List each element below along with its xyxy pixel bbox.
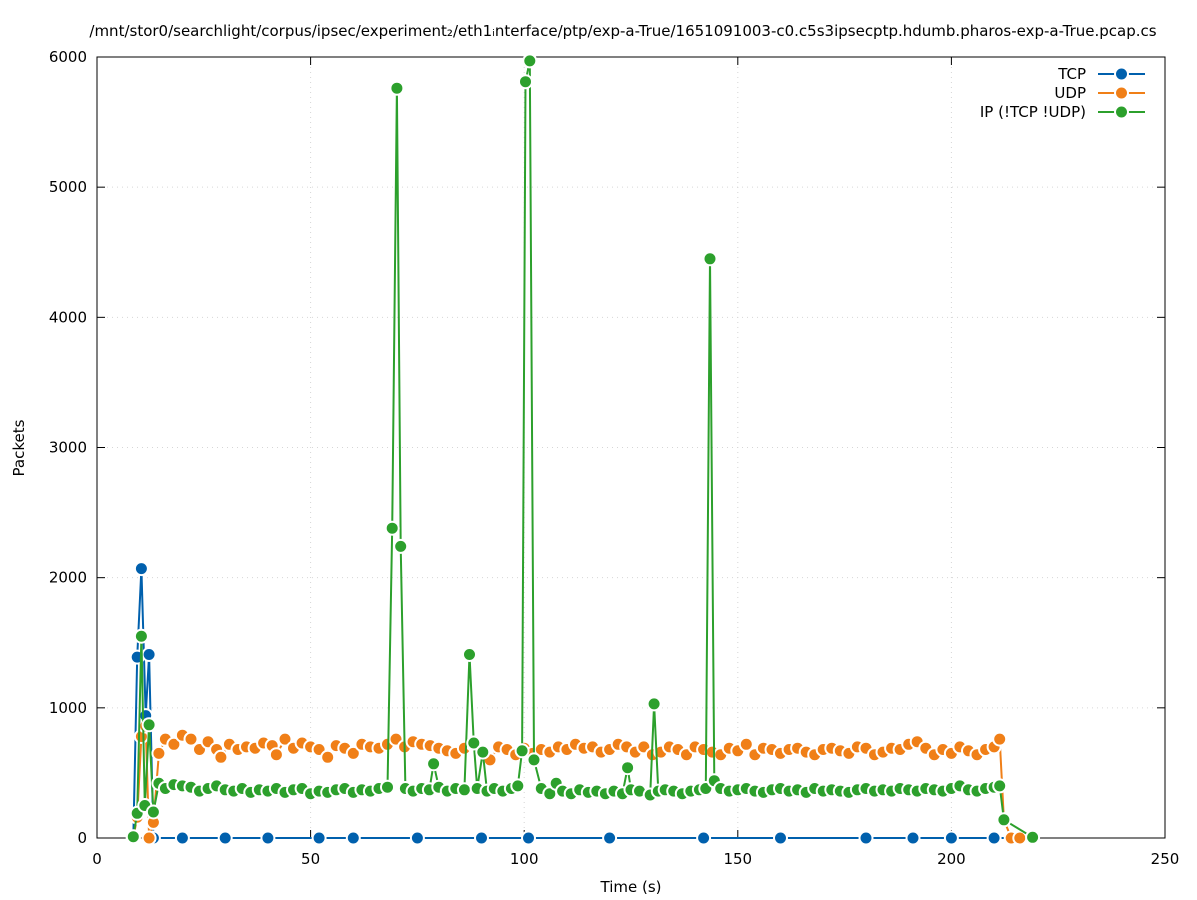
y-tick-label: 3000 (49, 439, 87, 457)
series-2-point (183, 731, 199, 747)
series-3-point (522, 53, 538, 69)
axes: 0 50 100 150 200 250 0 1000 2000 3000 4000 5000 6000 (49, 48, 1180, 868)
series-3-point (518, 74, 533, 90)
series-3-line (132, 59, 1034, 839)
legend-label: TCP (1057, 65, 1086, 83)
series-2-point (213, 749, 229, 765)
series-1-group (125, 561, 1028, 846)
legend-entry: UDP (1054, 84, 1145, 102)
series-1-point (217, 830, 233, 846)
series-3-point (384, 520, 400, 536)
series-1-point (943, 830, 959, 846)
series-3-point (456, 782, 472, 798)
legend-entry: IP (!TCP !UDP) (980, 103, 1145, 121)
series-3-point (702, 251, 718, 267)
series-2-point (992, 731, 1008, 747)
series-3-point (466, 735, 482, 751)
series-1-point (345, 830, 361, 846)
grid-layer (97, 57, 1165, 838)
legend-point-sample (1114, 85, 1129, 101)
series-1-point (174, 830, 190, 846)
x-axis-title: Time (s) (600, 878, 662, 896)
series-2-point (151, 745, 167, 761)
series-3-point (646, 696, 662, 712)
series-3-point (992, 778, 1008, 794)
series-3-point (514, 743, 530, 759)
series-1-point (602, 830, 618, 846)
x-tick-label: 250 (1151, 850, 1180, 868)
y-axis-title: Packets (10, 419, 28, 476)
x-tick-label: 100 (510, 850, 539, 868)
series-2-point (166, 736, 182, 752)
series-1-point (409, 830, 425, 846)
legend-label: IP (!TCP !UDP) (980, 103, 1086, 121)
x-tick-label: 150 (723, 850, 752, 868)
series-3-point (145, 804, 161, 820)
series-1-point (905, 830, 921, 846)
series-3-point (620, 760, 636, 776)
series-3-point (133, 628, 149, 644)
legend-entry: TCP (1057, 65, 1145, 83)
series-2-group (125, 718, 1028, 846)
y-tick-label: 1000 (49, 699, 87, 717)
series-2-point (268, 747, 284, 763)
series-2-point (345, 745, 361, 761)
series-3-point (426, 756, 442, 772)
series-2-point (320, 749, 336, 765)
y-tick-label: 5000 (49, 178, 87, 196)
x-tick-label: 0 (92, 850, 102, 868)
series-1-point (474, 830, 489, 846)
legend-point-sample (1114, 104, 1129, 120)
series-1-point (858, 830, 874, 846)
series-1-point (133, 561, 149, 577)
series-1-line (132, 567, 1021, 839)
series-1-point (311, 830, 327, 846)
series-3-point (526, 752, 542, 768)
series-1-point (141, 647, 157, 662)
series-2-point (141, 830, 157, 846)
series-3-point (510, 778, 526, 794)
series-3-point (393, 538, 409, 554)
series-3-point (380, 779, 395, 795)
series-3-point (1025, 829, 1041, 845)
series-3-point (141, 717, 157, 733)
x-tick-label: 200 (937, 850, 966, 868)
x-tick-label: 50 (301, 850, 320, 868)
series-1-point (773, 830, 788, 846)
series-3-point (462, 647, 477, 662)
legend-label: UDP (1054, 84, 1086, 102)
series-3-point (475, 744, 491, 760)
chart-title: /mnt/stor0/searchlight/corpus/ipsec/expe… (89, 22, 1156, 40)
y-tick-label: 0 (77, 829, 87, 847)
series-2-point (738, 736, 754, 752)
y-tick-label: 6000 (49, 48, 87, 66)
series-1-point (521, 830, 536, 846)
series-1-point (986, 830, 1002, 846)
series-2-point (277, 731, 293, 747)
series-3-group (125, 53, 1041, 845)
series-1-point (696, 830, 712, 846)
y-tick-label: 4000 (49, 308, 87, 326)
series-1-point (260, 830, 276, 846)
series-3-point (125, 829, 141, 845)
series-3-point (389, 80, 405, 96)
series-2-point (1012, 830, 1028, 846)
series-layer (125, 53, 1041, 846)
legend-point-sample (1114, 66, 1129, 82)
y-tick-label: 2000 (49, 569, 87, 587)
series-3-point (996, 812, 1012, 828)
